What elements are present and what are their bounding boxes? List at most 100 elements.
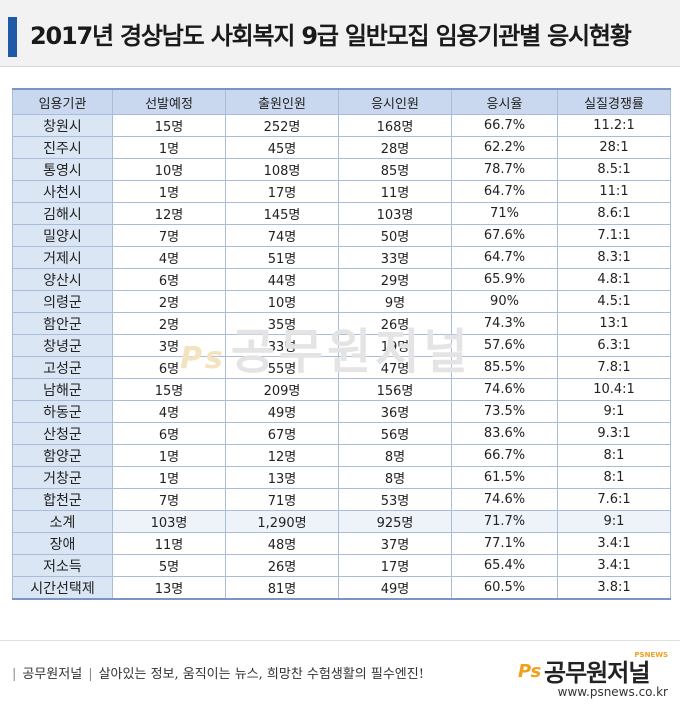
cell-applicants: 55명: [225, 356, 339, 379]
cell-competition-ratio: 8:1: [557, 466, 671, 489]
cell-institution: 통영시: [12, 158, 113, 181]
cell-competition-ratio: 11.2:1: [557, 114, 671, 137]
cell-examinees: 17명: [338, 554, 452, 577]
cell-attendance-rate: 65.9%: [451, 268, 558, 291]
cell-planned: 1명: [112, 180, 226, 203]
cell-examinees: 47명: [338, 356, 452, 379]
cell-attendance-rate: 66.7%: [451, 444, 558, 467]
cell-planned: 2명: [112, 312, 226, 335]
cell-attendance-rate: 77.1%: [451, 532, 558, 555]
cell-attendance-rate: 64.7%: [451, 246, 558, 269]
cell-planned: 15명: [112, 378, 226, 401]
header-attendance-rate: 응시율: [451, 88, 558, 115]
cell-examinees: 26명: [338, 312, 452, 335]
cell-institution: 함양군: [12, 444, 113, 467]
page-title: 2017년 경상남도 사회복지 9급 일반모집 임용기관별 응시현황: [30, 22, 632, 50]
cell-examinees: 49명: [338, 576, 452, 600]
cell-competition-ratio: 4.5:1: [557, 290, 671, 313]
table-row: 창원시 15명 252명 168명 66.7% 11.2:1: [12, 114, 671, 137]
cell-applicants: 45명: [225, 136, 339, 159]
footer-brand: 공무원저널: [22, 667, 83, 682]
cell-institution: 장애: [12, 532, 113, 555]
cell-examinees: 37명: [338, 532, 452, 555]
cell-examinees: 85명: [338, 158, 452, 181]
footer-slogan: | 공무원저널 | 살아있는 정보, 움직이는 뉴스, 희망찬 수험생활의 필수엔진!: [6, 663, 424, 682]
cell-planned: 1명: [112, 444, 226, 467]
cell-applicants: 33명: [225, 334, 339, 357]
cell-institution: 고성군: [12, 356, 113, 379]
table-row: 시간선택제 13명 81명 49명 60.5% 3.8:1: [12, 576, 671, 600]
cell-institution: 사천시: [12, 180, 113, 203]
cell-examinees: 156명: [338, 378, 452, 401]
cell-attendance-rate: 90%: [451, 290, 558, 313]
cell-applicants: 67명: [225, 422, 339, 445]
table-row: 진주시 1명 45명 28명 62.2% 28:1: [12, 136, 671, 159]
cell-competition-ratio: 3.4:1: [557, 532, 671, 555]
cell-examinees: 50명: [338, 224, 452, 247]
cell-attendance-rate: 74.3%: [451, 312, 558, 335]
cell-examinees: 9명: [338, 290, 452, 313]
table-row: 통영시 10명 108명 85명 78.7% 8.5:1: [12, 158, 671, 181]
table-row: 하동군 4명 49명 36명 73.5% 9:1: [12, 400, 671, 423]
cell-planned: 12명: [112, 202, 226, 225]
header-planned: 선발예정: [112, 88, 226, 115]
cell-institution: 양산시: [12, 268, 113, 291]
cell-institution: 진주시: [12, 136, 113, 159]
table-row: 저소득 5명 26명 17명 65.4% 3.4:1: [12, 554, 671, 577]
cell-institution: 남해군: [12, 378, 113, 401]
cell-institution: 산청군: [12, 422, 113, 445]
table-row: 거창군 1명 13명 8명 61.5% 8:1: [12, 466, 671, 489]
cell-applicants: 26명: [225, 554, 339, 577]
cell-attendance-rate: 74.6%: [451, 378, 558, 401]
cell-institution: 창원시: [12, 114, 113, 137]
table-row: 거제시 4명 51명 33명 64.7% 8.3:1: [12, 246, 671, 269]
cell-applicants: 12명: [225, 444, 339, 467]
table-row: 남해군 15명 209명 156명 74.6% 10.4:1: [12, 378, 671, 401]
cell-examinees: 925명: [338, 510, 452, 533]
footer-divider: |: [12, 667, 17, 682]
cell-planned: 6명: [112, 356, 226, 379]
cell-applicants: 44명: [225, 268, 339, 291]
table-header-row: 임용기관 선발예정 출원인원 응시인원 응시율 실질경쟁률: [12, 88, 671, 115]
header-institution: 임용기관: [12, 88, 113, 115]
cell-attendance-rate: 73.5%: [451, 400, 558, 423]
cell-competition-ratio: 3.8:1: [557, 576, 671, 600]
cell-competition-ratio: 6.3:1: [557, 334, 671, 357]
cell-attendance-rate: 83.6%: [451, 422, 558, 445]
table-row: 사천시 1명 17명 11명 64.7% 11:1: [12, 180, 671, 203]
cell-competition-ratio: 8.3:1: [557, 246, 671, 269]
cell-institution: 함안군: [12, 312, 113, 335]
header-applicants: 출원인원: [225, 88, 339, 115]
site-url: www.psnews.co.kr: [557, 685, 668, 699]
footer-slogan-text: 살아있는 정보, 움직이는 뉴스, 희망찬 수험생활의 필수엔진!: [98, 667, 424, 682]
cell-examinees: 168명: [338, 114, 452, 137]
recruitment-table: 임용기관 선발예정 출원인원 응시인원 응시율 실질경쟁률 창원시 15명 252명…: [12, 88, 671, 600]
table-row: 함양군 1명 12명 8명 66.7% 8:1: [12, 444, 671, 467]
cell-examinees: 8명: [338, 444, 452, 467]
cell-examinees: 33명: [338, 246, 452, 269]
cell-examinees: 56명: [338, 422, 452, 445]
cell-planned: 10명: [112, 158, 226, 181]
cell-applicants: 17명: [225, 180, 339, 203]
cell-applicants: 48명: [225, 532, 339, 555]
table-row: 고성군 6명 55명 47명 85.5% 7.8:1: [12, 356, 671, 379]
title-bar: 2017년 경상남도 사회복지 9급 일반모집 임용기관별 응시현황: [0, 0, 680, 67]
cell-attendance-rate: 60.5%: [451, 576, 558, 600]
cell-institution: 소계: [12, 510, 113, 533]
cell-institution: 시간선택제: [12, 576, 113, 600]
cell-applicants: 108명: [225, 158, 339, 181]
cell-competition-ratio: 8:1: [557, 444, 671, 467]
logo-tag: PSNEWS: [634, 651, 668, 659]
cell-planned: 1명: [112, 466, 226, 489]
cell-competition-ratio: 3.4:1: [557, 554, 671, 577]
cell-attendance-rate: 78.7%: [451, 158, 558, 181]
cell-attendance-rate: 67.6%: [451, 224, 558, 247]
logo-name: 공무원저널: [544, 659, 650, 687]
cell-institution: 저소득: [12, 554, 113, 577]
cell-planned: 4명: [112, 246, 226, 269]
table-row: 함안군 2명 35명 26명 74.3% 13:1: [12, 312, 671, 335]
cell-institution: 거제시: [12, 246, 113, 269]
cell-examinees: 11명: [338, 180, 452, 203]
table-row: 양산시 6명 44명 29명 65.9% 4.8:1: [12, 268, 671, 291]
psnews-logo: Ps 공무원저널 PSNEWS www.psnews.co.kr: [518, 647, 668, 703]
